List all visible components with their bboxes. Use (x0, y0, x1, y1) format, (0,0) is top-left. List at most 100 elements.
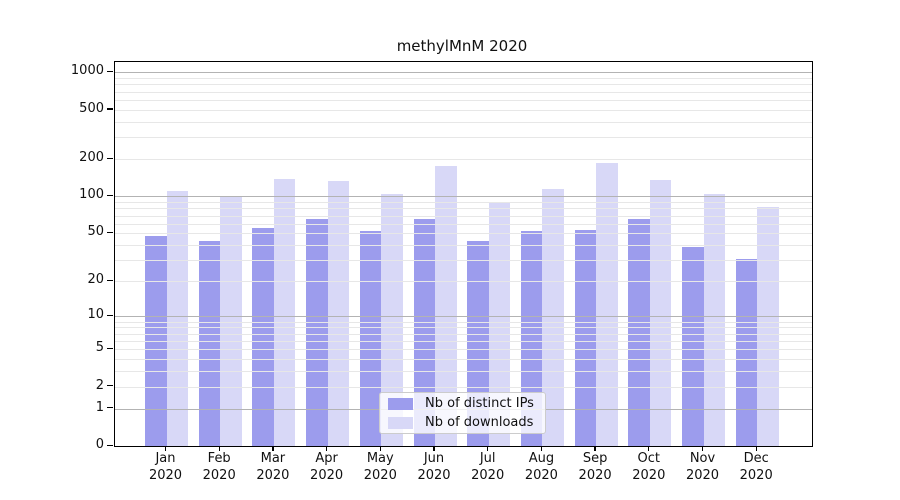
gridline-minor (114, 386, 812, 388)
gridline-minor (114, 281, 812, 283)
gridline-minor (114, 349, 812, 351)
x-axis-tick (648, 446, 650, 452)
y-axis-tick (107, 444, 113, 446)
bar-downloads-nov (703, 194, 725, 446)
x-tick-label: Dec 2020 (739, 451, 773, 483)
y-axis-tick (107, 194, 113, 197)
bar-downloads-aug (542, 188, 564, 446)
x-axis-tick (325, 446, 328, 452)
gridline-minor (114, 260, 812, 262)
gridline-minor (114, 358, 812, 360)
y-axis-tick (107, 231, 113, 234)
y-tick-label: 200 (79, 150, 104, 166)
gridline-minor (114, 233, 812, 235)
y-axis-tick (107, 70, 113, 73)
y-axis-tick (107, 279, 113, 282)
bar-distinct-ips-jun (413, 219, 435, 446)
bar-downloads-feb (220, 196, 242, 446)
gridline-minor (114, 78, 812, 80)
x-tick-label: Aug 2020 (524, 451, 558, 483)
bar-distinct-ips-feb (198, 241, 221, 446)
x-tick-label: Jun 2020 (417, 451, 451, 483)
gridline-major (114, 316, 812, 318)
x-axis-tick (433, 446, 435, 452)
bar-downloads-jul (488, 203, 511, 446)
x-axis-tick (487, 446, 489, 452)
gridline-minor (114, 100, 812, 102)
x-axis-tick (701, 446, 704, 452)
bar-downloads-dec (757, 207, 779, 446)
bar-distinct-ips-jan (145, 235, 167, 446)
x-tick-label: May 2020 (363, 451, 397, 483)
gridline-minor (114, 245, 812, 247)
legend-label-distinct-ips: Nb of distinct IPs (425, 395, 534, 411)
bar-downloads-may (381, 193, 403, 446)
gridline-minor (114, 215, 812, 217)
x-axis-tick (164, 446, 167, 452)
bar-downloads-sep (596, 163, 618, 446)
y-tick-label: 2 (95, 377, 104, 393)
gridline-minor (114, 371, 812, 373)
bar-distinct-ips-nov (682, 246, 704, 446)
x-tick-label: Jan 2020 (148, 451, 183, 483)
chart-title: methylMnM 2020 (396, 37, 528, 55)
y-axis-tick (107, 108, 113, 110)
gridline-minor (114, 223, 812, 225)
bar-downloads-mar (273, 178, 296, 446)
y-axis-tick (107, 314, 113, 317)
gridline-major (114, 196, 812, 198)
x-tick-label: Nov 2020 (685, 451, 720, 483)
y-axis-tick (107, 347, 113, 349)
gridline-minor (114, 137, 812, 139)
gridline-minor (114, 121, 812, 123)
gridline-minor (114, 159, 812, 161)
gridline-major (114, 72, 812, 74)
legend-swatch-distinct-ips (388, 397, 413, 410)
y-tick-label: 10 (87, 307, 104, 323)
legend-label-downloads: Nb of downloads (425, 414, 534, 430)
gridline-minor (114, 321, 812, 323)
gridline-minor (114, 109, 812, 111)
gridline-minor (114, 340, 812, 342)
legend-item-downloads: Nb of downloads (388, 414, 545, 430)
x-axis-tick (755, 446, 757, 452)
gridline-minor (114, 91, 812, 93)
bar-downloads-apr (327, 180, 350, 446)
y-axis-tick (107, 385, 113, 387)
y-tick-label: 5 (95, 340, 104, 356)
bar-distinct-ips-sep (574, 230, 597, 446)
legend-item-distinct-ips: Nb of distinct IPs (388, 395, 545, 411)
bar-distinct-ips-apr (306, 219, 328, 446)
y-tick-label: 1 (95, 399, 104, 415)
gridline-minor (114, 84, 812, 86)
x-axis-tick (218, 446, 220, 452)
y-tick-label: 0 (95, 437, 104, 452)
gridline-minor (114, 202, 812, 204)
x-axis-tick (540, 446, 543, 452)
legend-swatch-downloads (388, 416, 413, 429)
y-tick-label: 20 (87, 272, 104, 288)
gridline-minor (114, 327, 812, 329)
x-tick-label: Apr 2020 (310, 451, 344, 483)
y-axis-tick (107, 407, 113, 409)
x-tick-label: Oct 2020 (632, 451, 666, 483)
x-axis-tick (379, 446, 381, 452)
bar-downloads-jun (435, 166, 457, 446)
bar-distinct-ips-may (359, 231, 382, 446)
x-tick-label: Sep 2020 (578, 451, 612, 483)
y-axis-tick (107, 157, 113, 160)
bar-downloads-jan (166, 190, 188, 446)
x-axis-tick (594, 446, 596, 452)
y-tick-label: 100 (79, 187, 104, 203)
gridline-minor (114, 333, 812, 335)
x-axis-tick (272, 446, 274, 452)
y-tick-label: 1000 (70, 63, 104, 79)
bar-distinct-ips-dec (735, 258, 758, 446)
gridline-minor (114, 208, 812, 210)
bar-distinct-ips-oct (628, 219, 650, 446)
x-tick-label: Mar 2020 (256, 451, 290, 483)
plot-area (113, 60, 813, 447)
x-tick-label: Feb 2020 (202, 451, 236, 483)
y-tick-label: 500 (79, 100, 104, 116)
